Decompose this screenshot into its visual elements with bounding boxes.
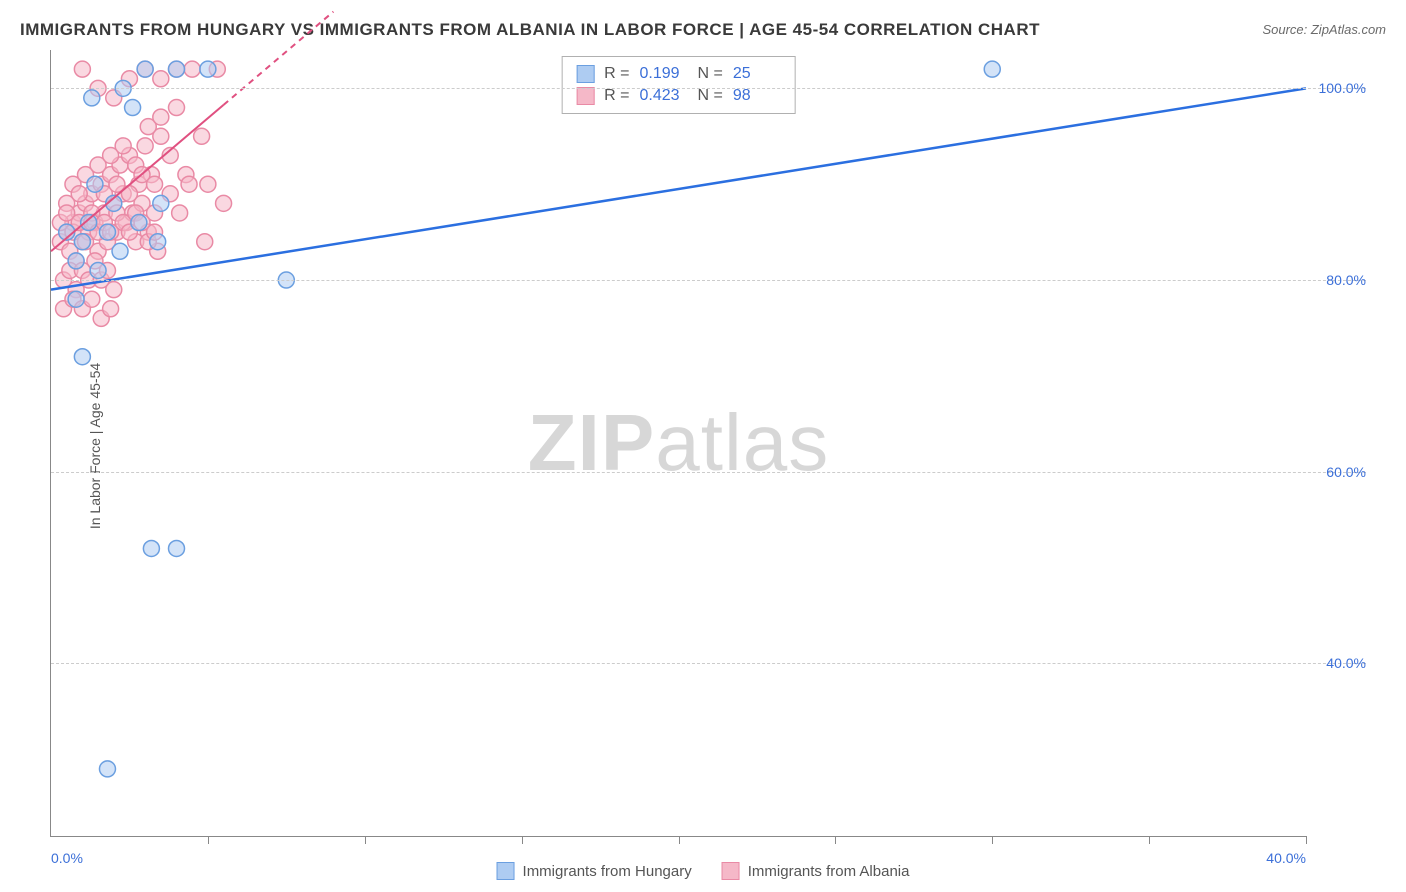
y-tick-label: 40.0% xyxy=(1326,655,1366,671)
legend-swatch-albania xyxy=(722,862,740,880)
gridline-h xyxy=(51,472,1366,473)
stats-n-value-albania: 98 xyxy=(733,87,781,105)
stats-row-hungary: R = 0.199 N = 25 xyxy=(576,63,781,85)
legend-item-hungary: Immigrants from Hungary xyxy=(497,862,692,880)
gridline-h xyxy=(51,280,1366,281)
y-tick-label: 100.0% xyxy=(1319,80,1366,96)
stats-swatch-hungary xyxy=(576,65,594,83)
stats-n-label: N = xyxy=(698,65,723,83)
stats-box: R = 0.199 N = 25 R = 0.423 N = 98 xyxy=(561,56,796,114)
x-tick xyxy=(208,836,209,844)
x-tick xyxy=(1149,836,1150,844)
x-tick xyxy=(365,836,366,844)
stats-r-value-albania: 0.423 xyxy=(640,87,688,105)
chart-title: IMMIGRANTS FROM HUNGARY VS IMMIGRANTS FR… xyxy=(20,20,1040,40)
x-tick xyxy=(992,836,993,844)
gridline-h xyxy=(51,88,1366,89)
stats-swatch-albania xyxy=(576,87,594,105)
legend-swatch-hungary xyxy=(497,862,515,880)
legend-label-hungary: Immigrants from Hungary xyxy=(523,863,692,880)
plot-area: ZIPatlas R = 0.199 N = 25 R = 0.423 N = … xyxy=(50,50,1306,837)
x-tick xyxy=(1306,836,1307,844)
legend-item-albania: Immigrants from Albania xyxy=(722,862,910,880)
x-tick xyxy=(522,836,523,844)
chart-container: IMMIGRANTS FROM HUNGARY VS IMMIGRANTS FR… xyxy=(0,0,1406,892)
scatter-plot-svg xyxy=(51,50,1306,836)
y-tick-label: 60.0% xyxy=(1326,464,1366,480)
y-tick-label: 80.0% xyxy=(1326,272,1366,288)
x-tick-label-left: 0.0% xyxy=(51,850,83,866)
stats-r-value-hungary: 0.199 xyxy=(640,65,688,83)
x-tick xyxy=(835,836,836,844)
legend-bottom: Immigrants from Hungary Immigrants from … xyxy=(497,862,910,880)
x-tick xyxy=(679,836,680,844)
source-attribution: Source: ZipAtlas.com xyxy=(1262,22,1386,37)
stats-n-label: N = xyxy=(698,87,723,105)
gridline-h xyxy=(51,663,1366,664)
stats-r-label: R = xyxy=(604,87,629,105)
stats-r-label: R = xyxy=(604,65,629,83)
stats-n-value-hungary: 25 xyxy=(733,65,781,83)
x-tick-label-right: 40.0% xyxy=(1266,850,1306,866)
legend-label-albania: Immigrants from Albania xyxy=(748,863,910,880)
